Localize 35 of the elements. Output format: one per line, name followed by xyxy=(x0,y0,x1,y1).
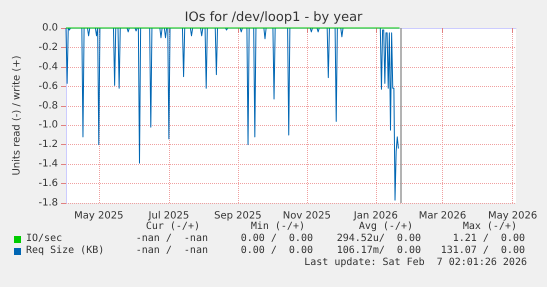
chart-title: IOs for /dev/loop1 - by year xyxy=(184,10,364,25)
text: 0.00 / 0.00 xyxy=(240,245,313,257)
text: 131.07 / 0.00 xyxy=(440,245,525,257)
text: Last update: Sat Feb 7 02:01:26 2026 xyxy=(304,257,527,269)
y-tick-label: -1.6 xyxy=(38,178,58,190)
y-tick-label: -0.6 xyxy=(38,80,58,92)
y-tick-label: -1.0 xyxy=(38,120,58,131)
y-tick-label: -0.8 xyxy=(38,100,58,112)
x-tick-label: Mar 2026 xyxy=(418,210,466,222)
x-tick-label: Jul 2025 xyxy=(148,210,190,222)
x-tick-label: Jan 2026 xyxy=(352,210,398,222)
legend-label: IO/sec xyxy=(26,233,62,245)
y-tick-label: -1.4 xyxy=(38,158,58,170)
x-tick-label: Nov 2025 xyxy=(282,210,331,222)
legend-label: Req Size (KB) xyxy=(26,245,104,257)
x-tick-label: May 2026 xyxy=(488,210,538,222)
y-tick-label: -0.4 xyxy=(38,61,58,72)
text: -nan / -nan xyxy=(136,245,208,257)
line-series xyxy=(66,28,399,201)
x-tick-label: May 2025 xyxy=(74,210,124,222)
y-axis-title: Units read (-) / write (+) xyxy=(12,55,22,176)
y-tick-label: -0.2 xyxy=(38,42,58,53)
y-tick-label: -1.8 xyxy=(38,198,58,208)
text: Max (-/+) xyxy=(462,221,517,233)
text: -nan / -nan xyxy=(136,233,208,245)
text: Cur (-/+) xyxy=(146,221,200,233)
text: 0.00 / 0.00 xyxy=(240,233,313,245)
y-tick-label: 0.0 xyxy=(42,22,58,34)
text: Min (-/+) xyxy=(250,221,305,233)
text: 294.52u/ 0.00 xyxy=(336,233,421,245)
x-tick-label: Sep 2025 xyxy=(214,210,262,222)
text: 1.21 / 0.00 xyxy=(452,233,525,245)
y-tick-label: -1.2 xyxy=(38,139,58,150)
text: Avg (-/+) xyxy=(358,221,413,233)
text: 106.17m/ 0.00 xyxy=(336,245,421,257)
